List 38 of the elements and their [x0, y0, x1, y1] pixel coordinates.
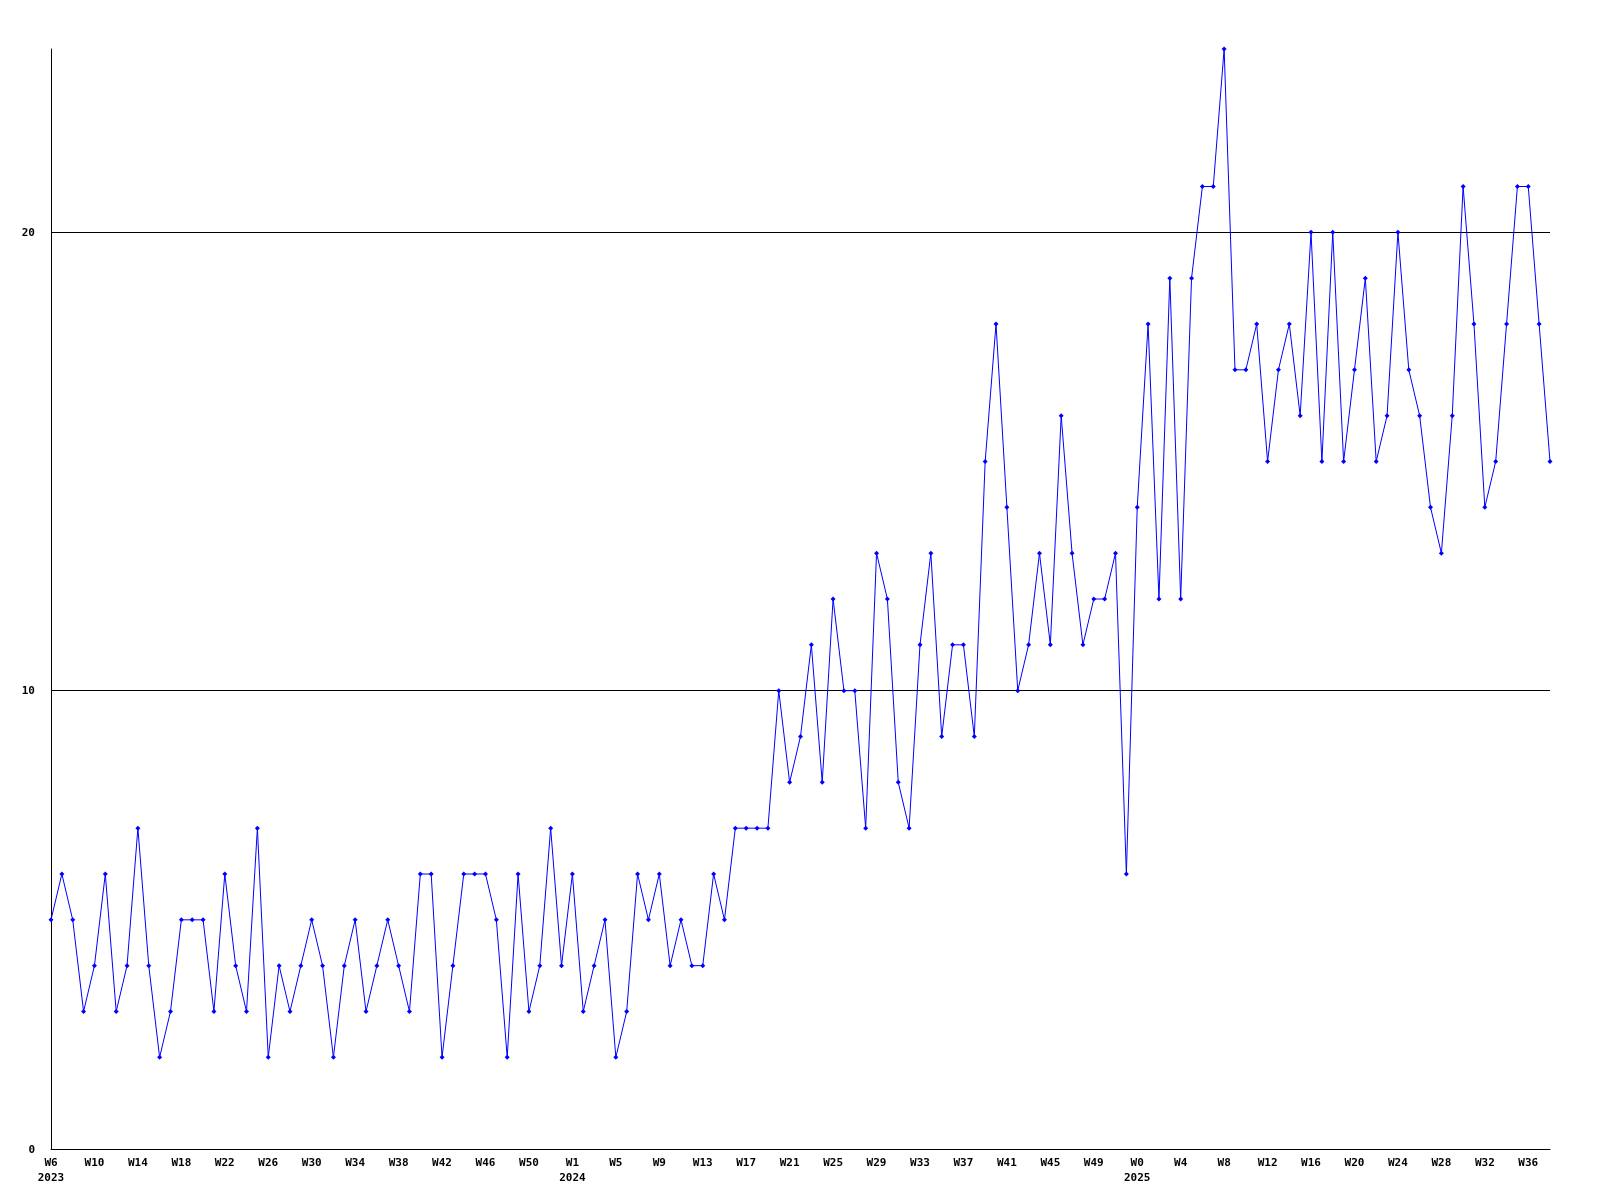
- x-tick-label: W50: [519, 1156, 539, 1169]
- x-tick-label: W36: [1518, 1156, 1539, 1169]
- x-tick-label: W17: [736, 1156, 757, 1169]
- x-tick-label: W22: [214, 1156, 235, 1169]
- x-tick-label: W42: [432, 1156, 452, 1169]
- x-tick-label: W8: [1217, 1156, 1231, 1169]
- x-tick-label: W46: [475, 1156, 496, 1169]
- x-tick-label: W26: [258, 1156, 279, 1169]
- y-tick-label: 10: [21, 684, 35, 698]
- x-tick-label: W14: [127, 1156, 149, 1169]
- x-tick-label: W25: [823, 1156, 844, 1169]
- x-tick-label: W30: [301, 1156, 322, 1169]
- x-tick-label: W16: [1301, 1156, 1322, 1169]
- x-tick-label: W37: [953, 1156, 974, 1169]
- x-tick-label: W4: [1174, 1156, 1188, 1169]
- x-tick-label: W24: [1387, 1156, 1409, 1169]
- x-tick-label: W0 2025: [1123, 1156, 1151, 1184]
- x-tick-label: W29: [866, 1156, 887, 1169]
- y-tick-label: 0: [28, 1142, 35, 1156]
- x-tick-label: W10: [84, 1156, 105, 1169]
- x-tick-label: W32: [1474, 1156, 1495, 1169]
- x-tick-label: W12: [1257, 1156, 1278, 1169]
- x-tick-label: W21: [779, 1156, 800, 1169]
- x-tick-label: W49: [1083, 1156, 1104, 1169]
- x-tick-label: W45: [1040, 1156, 1061, 1169]
- y-tick-label: 20: [21, 225, 35, 239]
- x-tick-label: W28: [1431, 1156, 1452, 1169]
- x-tick-label: W20: [1344, 1156, 1365, 1169]
- x-tick-label: W41: [996, 1156, 1018, 1169]
- x-tick-label: W6 2023: [37, 1156, 65, 1184]
- x-tick-label: W5: [609, 1156, 623, 1169]
- x-tick-label: W13: [692, 1156, 713, 1169]
- x-tick-label: W18: [171, 1156, 192, 1169]
- x-tick-label: W38: [388, 1156, 409, 1169]
- x-tick-label: W1 2024: [559, 1156, 587, 1184]
- x-tick-label: W33: [910, 1156, 930, 1169]
- x-tick-label: W34: [345, 1156, 366, 1169]
- x-tick-label: W9: [652, 1156, 666, 1169]
